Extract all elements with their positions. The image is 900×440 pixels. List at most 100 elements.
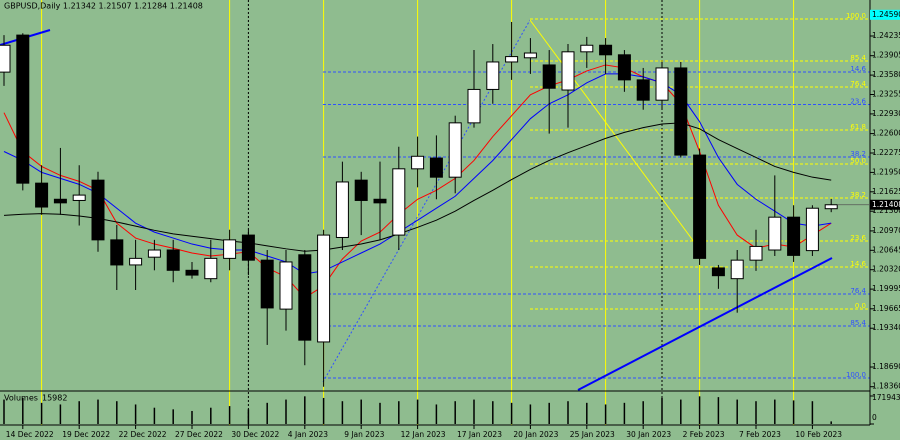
- y-tick-label: 1.19995: [872, 284, 900, 293]
- fib-label: 76.4: [850, 80, 866, 88]
- candle-body: [354, 179, 368, 201]
- candle-body: [335, 181, 349, 238]
- current-price-label: 1.21408: [872, 200, 900, 209]
- candle-body: [542, 64, 556, 89]
- x-tick-label: 20 Jan 2023: [513, 430, 558, 439]
- x-tick-label: 4 Jan 2023: [288, 430, 328, 439]
- y-tick-label: 1.19665: [872, 304, 900, 313]
- x-tick-label: 27 Dec 2022: [175, 430, 223, 439]
- fib-label: 85.4: [850, 54, 866, 62]
- candle-body: [730, 259, 744, 280]
- moving-average: [3, 122, 832, 252]
- volume-last-value: 15982: [42, 394, 67, 403]
- candle-body: [204, 257, 218, 280]
- y-tick-label: 1.18690: [872, 362, 900, 371]
- candle-body: [429, 157, 443, 178]
- candle-body: [787, 216, 801, 256]
- fib-label: 61.8: [850, 123, 866, 131]
- candle-body: [91, 179, 105, 241]
- candle-body: [185, 269, 199, 276]
- candle-body: [749, 245, 763, 261]
- x-tick-label: 19 Dec 2022: [62, 430, 110, 439]
- candle-body: [147, 249, 161, 258]
- candle-body: [523, 52, 537, 59]
- y-tick-label: 1.20645: [872, 245, 900, 254]
- fib-label: 85.4: [850, 319, 866, 327]
- fib-label: 100.0: [846, 371, 866, 379]
- moving-average: [3, 73, 832, 275]
- candle-body: [805, 207, 819, 252]
- chart-title: GBPUSD,Daily 1.21342 1.21507 1.21284 1.2…: [4, 2, 203, 11]
- x-tick-label: 9 Jan 2023: [344, 430, 384, 439]
- candle-body: [561, 51, 575, 91]
- y-tick-label: 1.21300: [872, 206, 900, 215]
- volume-tick-label: 0: [872, 413, 877, 422]
- x-tick-label: 10 Feb 2023: [795, 430, 842, 439]
- candle-body: [53, 198, 67, 204]
- fib-label: 76.4: [850, 287, 866, 295]
- volume-panel: 171943 0: [3, 393, 900, 425]
- indicator-lines: [3, 64, 832, 299]
- y-tick-label: 1.20320: [872, 265, 900, 274]
- candle-body: [298, 254, 312, 341]
- y-tick-label: 1.24235: [872, 31, 900, 40]
- candles: [0, 21, 838, 387]
- candle-body: [693, 154, 707, 259]
- y-tick-label: 1.23905: [872, 51, 900, 60]
- fib-label: 23.6: [850, 234, 866, 242]
- candle-body: [711, 267, 725, 277]
- x-tick-label: 30 Dec 2022: [231, 430, 279, 439]
- x-tick-label: 25 Jan 2023: [570, 430, 615, 439]
- current-price-box: [870, 199, 900, 210]
- candle-body: [223, 239, 237, 259]
- candle-body: [599, 44, 613, 56]
- candle-body: [580, 44, 594, 53]
- candle-body: [241, 234, 255, 261]
- moving-average: [3, 64, 832, 299]
- candle-body: [35, 182, 49, 208]
- candle-body: [129, 257, 143, 266]
- candle-body: [260, 259, 274, 309]
- fib-label: 0.0: [855, 302, 866, 310]
- candle-body: [505, 56, 519, 63]
- candle-body: [636, 79, 650, 101]
- candle-body: [392, 168, 406, 236]
- y-tick-label: 1.21625: [872, 187, 900, 196]
- y-tick-label: 1.18360: [872, 382, 900, 391]
- candle-body: [411, 155, 425, 170]
- axes: 1.24235 1.23905 1.23580 1.23255 1.22930 1.226…: [6, 9, 900, 439]
- candle-body: [373, 198, 387, 204]
- candle-body: [317, 234, 331, 343]
- fib-label: 38.2: [850, 150, 866, 158]
- fib-label: 14.6: [850, 65, 866, 73]
- candle-body: [674, 67, 688, 156]
- fib-label: 23.6: [850, 97, 866, 105]
- x-tick-label: 2 Feb 2023: [683, 430, 725, 439]
- candle-body: [486, 61, 500, 90]
- fib-label: 100.0: [846, 12, 866, 20]
- volume-label: Volumes: [4, 394, 38, 403]
- fib-label: 50.0: [850, 157, 866, 165]
- price-marker-label: 1.24590: [872, 10, 900, 19]
- x-tick-label: 17 Jan 2023: [457, 430, 502, 439]
- candle-body: [768, 216, 782, 251]
- volume-tick-label: 171943: [872, 393, 900, 402]
- candle-body: [0, 44, 11, 73]
- candle-body: [467, 88, 481, 124]
- candle-body: [617, 54, 631, 81]
- candle-body: [72, 194, 86, 201]
- y-tick-label: 1.22600: [872, 129, 900, 138]
- y-tick-label: 1.22275: [872, 148, 900, 157]
- fib-baseline: [322, 19, 531, 383]
- candle-body: [655, 67, 669, 101]
- x-tick-label: 14 Dec 2022: [6, 430, 54, 439]
- fib-label: 38.2: [850, 191, 866, 199]
- candle-body: [279, 261, 293, 310]
- y-tick-label: 1.23580: [872, 70, 900, 79]
- fibonacci-levels: 100.085.476.461.850.038.223.614.60.014.6…: [323, 12, 870, 379]
- x-tick-label: 12 Jan 2023: [401, 430, 446, 439]
- fib-label: 14.6: [850, 260, 866, 268]
- price-marker: [870, 9, 900, 20]
